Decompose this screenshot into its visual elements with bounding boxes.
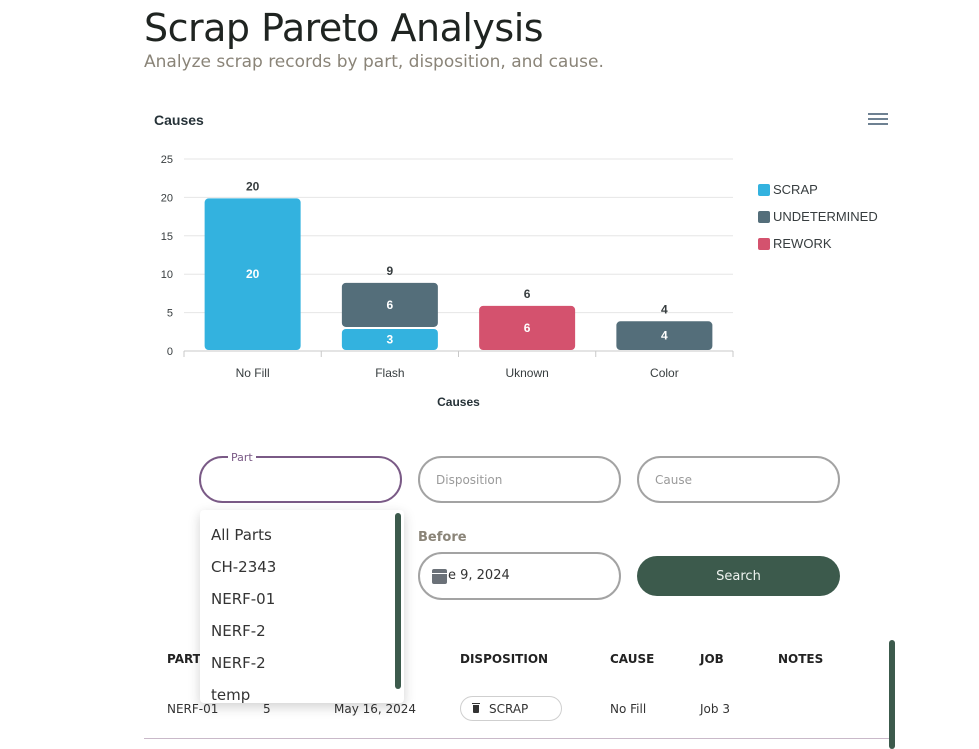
part-label: Part bbox=[228, 451, 256, 464]
x-tick-label: Flash bbox=[375, 366, 404, 380]
table-scrollbar[interactable] bbox=[889, 640, 895, 749]
before-label: Before bbox=[418, 530, 467, 545]
bar-data-label: 6 bbox=[524, 321, 531, 335]
disposition-placeholder: Disposition bbox=[436, 473, 503, 487]
cell-job: Job 3 bbox=[700, 702, 730, 716]
part-dropdown: All Parts CH-2343 NERF-01 NERF-2 NERF-2 … bbox=[200, 510, 404, 703]
dropdown-scrollbar[interactable] bbox=[395, 513, 401, 689]
chart-legend: SCRAP UNDETERMINED REWORK bbox=[758, 176, 878, 257]
y-tick-label: 15 bbox=[161, 231, 173, 243]
bar-total-label: 6 bbox=[524, 287, 531, 301]
legend-label: UNDETERMINED bbox=[773, 209, 878, 224]
y-tick-label: 0 bbox=[167, 346, 173, 358]
page-subtitle: Analyze scrap records by part, dispositi… bbox=[144, 52, 604, 72]
y-tick-label: 5 bbox=[167, 308, 173, 320]
page-title: Scrap Pareto Analysis bbox=[144, 6, 544, 50]
disposition-select[interactable]: Disposition bbox=[418, 456, 621, 503]
before-date-field[interactable]: e 9, 2024 bbox=[418, 552, 621, 600]
legend-swatch bbox=[758, 210, 770, 223]
y-tick-label: 10 bbox=[161, 269, 173, 281]
bar-segment bbox=[341, 282, 438, 327]
bar-total-label: 20 bbox=[246, 179, 260, 193]
disposition-chip[interactable]: SCRAP bbox=[460, 696, 562, 721]
bar-segment bbox=[204, 198, 301, 350]
x-axis-title: Causes bbox=[437, 395, 480, 409]
legend-item[interactable]: SCRAP bbox=[758, 176, 878, 203]
cause-select[interactable]: Cause bbox=[637, 456, 840, 503]
bar-segment bbox=[341, 328, 438, 350]
chip-label: SCRAP bbox=[489, 702, 529, 716]
part-option[interactable]: temp bbox=[211, 686, 251, 703]
x-tick-label: Color bbox=[650, 366, 679, 380]
legend-swatch bbox=[758, 237, 770, 250]
cause-placeholder: Cause bbox=[655, 473, 692, 487]
part-option[interactable]: All Parts bbox=[211, 526, 272, 544]
col-header-notes[interactable]: NOTES bbox=[778, 652, 824, 666]
bar-data-label: 6 bbox=[387, 298, 394, 312]
bar-data-label: 4 bbox=[661, 329, 668, 343]
x-tick-label: Uknown bbox=[505, 366, 548, 380]
hamburger-menu-icon[interactable] bbox=[868, 113, 888, 129]
legend-label: SCRAP bbox=[773, 182, 818, 197]
col-header-part[interactable]: PART bbox=[167, 652, 201, 666]
calendar-icon[interactable] bbox=[432, 569, 447, 584]
legend-label: REWORK bbox=[773, 236, 832, 251]
table-divider bbox=[144, 738, 894, 739]
part-option[interactable]: CH-2343 bbox=[211, 558, 277, 576]
x-tick-label: No Fill bbox=[236, 366, 270, 380]
causes-chart: 0 5 10 15 20 25 20 20 No Fill 3 6 9 Flash 6 6 Uknown 4 4 C… bbox=[161, 154, 734, 409]
chart-title: Causes bbox=[154, 112, 204, 128]
part-option[interactable]: NERF-2 bbox=[211, 622, 266, 640]
col-header-disposition[interactable]: DISPOSITION bbox=[460, 652, 549, 666]
part-option[interactable]: NERF-2 bbox=[211, 654, 266, 672]
y-tick-label: 25 bbox=[161, 154, 173, 166]
col-header-job[interactable]: JOB bbox=[700, 652, 724, 666]
legend-swatch bbox=[758, 183, 770, 196]
cell-date: May 16, 2024 bbox=[334, 702, 417, 716]
legend-item[interactable]: REWORK bbox=[758, 230, 878, 257]
bar-total-label: 4 bbox=[661, 302, 668, 316]
trash-icon bbox=[472, 703, 480, 713]
part-option[interactable]: NERF-01 bbox=[211, 590, 276, 608]
bar-segment bbox=[616, 321, 713, 350]
cell-qty: 5 bbox=[263, 702, 271, 716]
col-header-cause[interactable]: CAUSE bbox=[610, 652, 655, 666]
cell-cause: No Fill bbox=[610, 702, 647, 716]
bar-data-label: 3 bbox=[387, 332, 394, 346]
y-tick-label: 20 bbox=[161, 192, 173, 204]
bar-segment bbox=[479, 305, 576, 350]
search-button[interactable]: Search bbox=[637, 556, 840, 596]
bar-data-label: 20 bbox=[246, 267, 260, 281]
legend-item[interactable]: UNDETERMINED bbox=[758, 203, 878, 230]
cell-part: NERF-01 bbox=[167, 702, 219, 716]
before-date-value: e 9, 2024 bbox=[448, 568, 510, 583]
bar-total-label: 9 bbox=[387, 264, 394, 278]
